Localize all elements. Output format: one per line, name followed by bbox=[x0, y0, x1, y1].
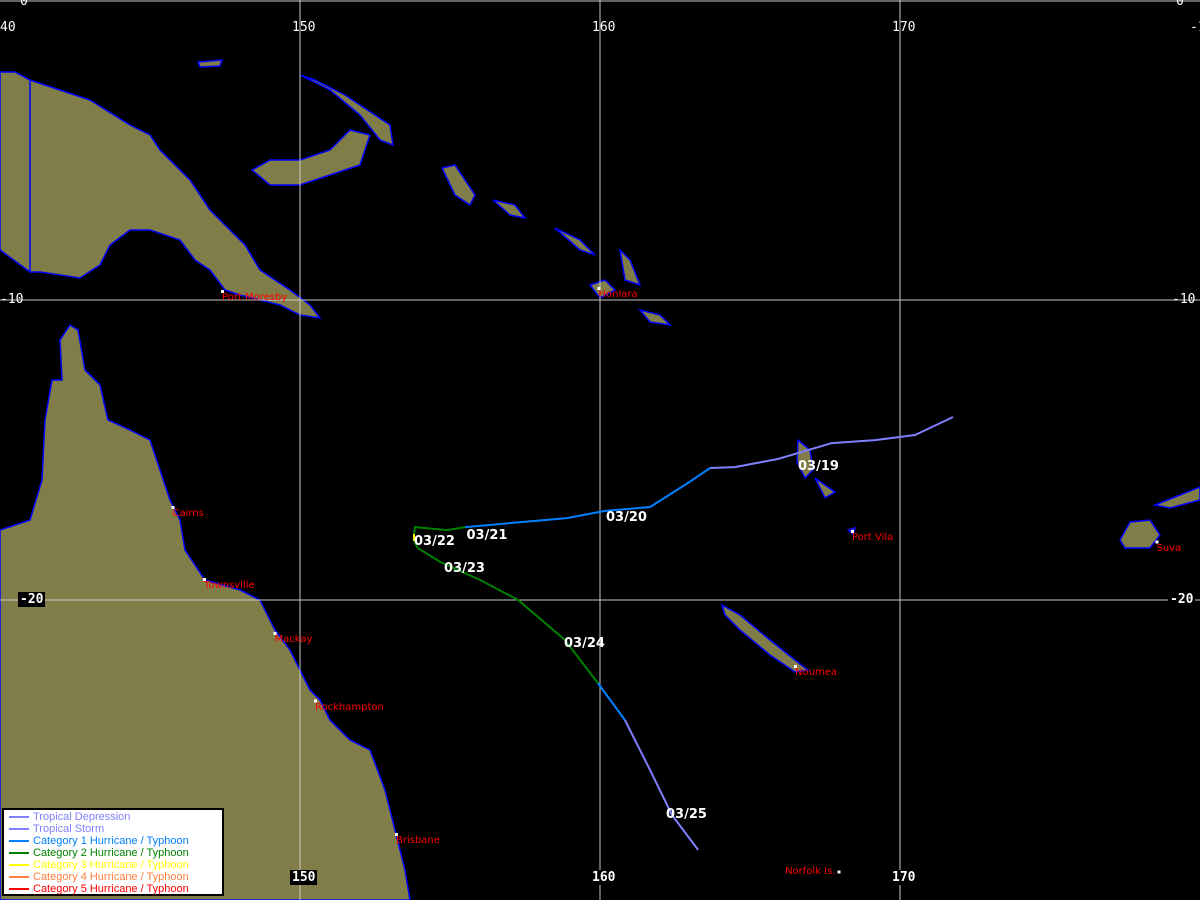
legend: Tropical Depression Tropical Storm Categ… bbox=[2, 808, 224, 896]
small-island-land bbox=[196, 59, 224, 68]
city-label: Norfolk Is. bbox=[785, 865, 836, 877]
city-dot bbox=[221, 290, 224, 293]
city-dot bbox=[794, 665, 797, 668]
track-segment bbox=[413, 540, 599, 684]
malekula-land bbox=[814, 477, 837, 500]
lat-label-left-10: -10 bbox=[0, 292, 24, 307]
lon-label-180: -1 bbox=[1190, 20, 1200, 35]
city-label: Cairns bbox=[172, 508, 204, 519]
city-dot bbox=[1155, 540, 1159, 544]
lat-label-left-20: -20 bbox=[18, 592, 46, 607]
legend-item-ts: Tropical Storm bbox=[9, 823, 222, 835]
landmasses bbox=[0, 59, 1200, 900]
city-label: Port Vila bbox=[852, 532, 894, 543]
date-label: 03/22 bbox=[414, 533, 455, 549]
new-guinea-land bbox=[0, 71, 322, 320]
date-label: 03/19 bbox=[798, 458, 839, 474]
legend-item-cat1: Category 1 Hurricane / Typhoon bbox=[9, 835, 222, 847]
city-dot bbox=[171, 506, 175, 509]
lon-bottom-150: 150 bbox=[290, 870, 318, 885]
legend-label: Category 2 Hurricane / Typhoon bbox=[33, 847, 189, 859]
lon-label-170: 170 bbox=[892, 20, 916, 35]
legend-item-td: Tropical Depression bbox=[9, 811, 222, 823]
city-dot bbox=[851, 530, 854, 533]
legend-label: Tropical Storm bbox=[33, 823, 105, 835]
australia-land bbox=[0, 323, 411, 900]
city-dot bbox=[203, 578, 206, 581]
city-dot bbox=[314, 699, 317, 703]
vanua-levu-land bbox=[1152, 486, 1200, 509]
lon-label-160: 160 bbox=[592, 20, 616, 35]
track-segment bbox=[597, 682, 626, 721]
track-segment bbox=[413, 526, 466, 535]
legend-swatch bbox=[9, 828, 29, 830]
legend-label: Category 1 Hurricane / Typhoon bbox=[33, 835, 189, 847]
legend-swatch bbox=[9, 840, 29, 842]
lon-label-140: 40 bbox=[0, 20, 16, 35]
viti-levu-land bbox=[1119, 519, 1161, 549]
date-label: 03/23 bbox=[444, 560, 485, 576]
lat-label-right-10: -10 bbox=[1172, 292, 1196, 307]
track-segment bbox=[710, 416, 954, 469]
legend-swatch bbox=[9, 876, 29, 878]
new-ireland-land bbox=[299, 74, 394, 147]
city-dot bbox=[597, 287, 601, 290]
lat-label-right-20: -20 bbox=[1168, 592, 1196, 607]
legend-swatch bbox=[9, 888, 29, 890]
date-label: 03/25 bbox=[666, 806, 707, 822]
track-segment bbox=[464, 467, 711, 529]
city-label: Rockhampton bbox=[315, 701, 384, 713]
legend-label: Category 4 Hurricane / Typhoon bbox=[33, 871, 189, 883]
date-label: 03/24 bbox=[564, 635, 605, 651]
city-dot bbox=[837, 870, 841, 874]
new-britain-land bbox=[250, 129, 371, 186]
city-dot bbox=[273, 632, 277, 635]
city-label: Noumea bbox=[795, 667, 837, 678]
city-label: Port Moresby bbox=[222, 292, 288, 303]
track-segment bbox=[624, 719, 699, 851]
legend-item-cat4: Category 4 Hurricane / Typhoon bbox=[9, 871, 222, 883]
santa-isabel-land bbox=[554, 227, 596, 256]
legend-label: Category 3 Hurricane / Typhoon bbox=[33, 859, 189, 871]
malaita-land bbox=[618, 247, 642, 287]
legend-label: Category 5 Hurricane / Typhoon bbox=[33, 883, 189, 895]
choiseul-land bbox=[492, 199, 527, 220]
city-markers bbox=[171, 287, 1159, 874]
legend-label: Tropical Depression bbox=[33, 811, 131, 823]
lon-label-150: 150 bbox=[292, 20, 316, 35]
bougainville-land bbox=[440, 164, 476, 207]
date-label: 03/20 bbox=[606, 509, 647, 525]
date-label: 03/21 bbox=[466, 527, 508, 543]
legend-swatch bbox=[9, 816, 29, 818]
city-label: Honiara bbox=[598, 289, 638, 300]
makira-land bbox=[637, 308, 673, 327]
lat-label-top-right: 0 bbox=[1176, 0, 1184, 9]
city-label: Brisbane bbox=[396, 835, 440, 846]
city-dot bbox=[395, 833, 398, 836]
lon-bottom-160: 160 bbox=[590, 870, 618, 885]
legend-swatch bbox=[9, 852, 29, 854]
city-label: Townsville bbox=[204, 580, 255, 591]
legend-item-cat3: Category 3 Hurricane / Typhoon bbox=[9, 859, 222, 871]
legend-swatch bbox=[9, 864, 29, 866]
new-caledonia-land bbox=[720, 603, 810, 673]
lon-bottom-170: 170 bbox=[890, 870, 918, 885]
city-label: Suva bbox=[1156, 542, 1182, 554]
legend-item-cat5: Category 5 Hurricane / Typhoon bbox=[9, 883, 222, 895]
storm-track bbox=[413, 416, 954, 851]
city-label: Mackay bbox=[274, 634, 313, 645]
legend-item-cat2: Category 2 Hurricane / Typhoon bbox=[9, 847, 222, 859]
lat-label-top-left: 0 bbox=[20, 0, 28, 9]
